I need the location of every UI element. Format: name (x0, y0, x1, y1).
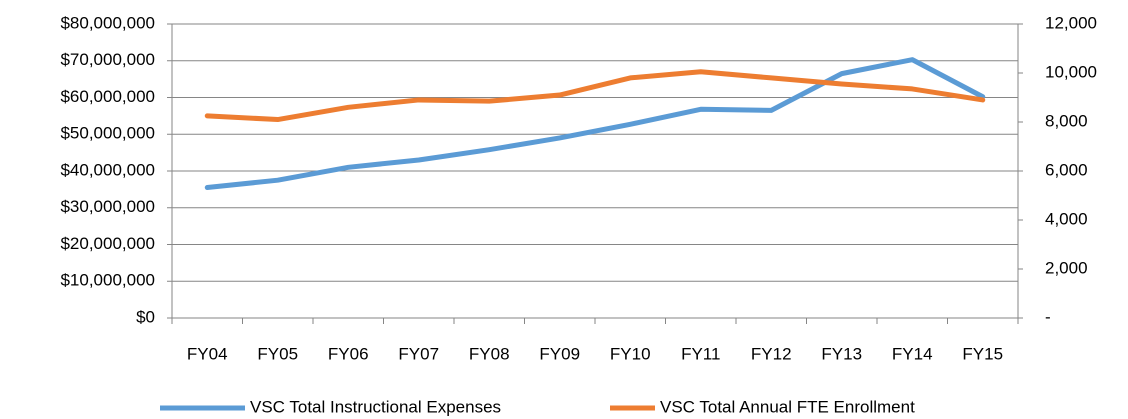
x-tick-label: FY12 (751, 344, 792, 363)
y-tick-label: $70,000,000 (60, 50, 155, 69)
x-tick-label: FY05 (257, 344, 298, 363)
legend-label: VSC Total Instructional Expenses (250, 397, 501, 416)
y2-tick-label: 10,000 (1045, 62, 1097, 81)
y2-tick-label: 8,000 (1045, 111, 1088, 130)
y-tick-label: $10,000,000 (60, 271, 155, 290)
x-tick-label: FY08 (469, 344, 510, 363)
x-tick-label: FY09 (539, 344, 580, 363)
series-line (204, 69, 986, 123)
y2-tick-label: 6,000 (1045, 160, 1088, 179)
y-tick-label: $50,000,000 (60, 124, 155, 143)
y2-tick-label: 12,000 (1045, 13, 1097, 32)
x-tick-label: FY14 (892, 344, 933, 363)
x-tick-label: FY06 (328, 344, 369, 363)
x-tick-label: FY10 (610, 344, 651, 363)
y-tick-label: $20,000,000 (60, 234, 155, 253)
legend-label: VSC Total Annual FTE Enrollment (660, 397, 915, 416)
y-tick-label: $60,000,000 (60, 87, 155, 106)
x-tick-label: FY13 (821, 344, 862, 363)
y-tick-label: $0 (136, 307, 155, 326)
x-tick-label: FY04 (187, 344, 228, 363)
y-tick-label: $80,000,000 (60, 13, 155, 32)
x-tick-label: FY11 (681, 344, 720, 363)
x-tick-label: FY15 (962, 344, 1003, 363)
x-tick-label: FY07 (398, 344, 439, 363)
series-line (204, 57, 986, 191)
y-tick-label: $30,000,000 (60, 197, 155, 216)
y-tick-label: $40,000,000 (60, 160, 155, 179)
y2-tick-label: 2,000 (1045, 258, 1088, 277)
y2-tick-label: - (1045, 307, 1051, 326)
y2-tick-label: 4,000 (1045, 209, 1088, 228)
